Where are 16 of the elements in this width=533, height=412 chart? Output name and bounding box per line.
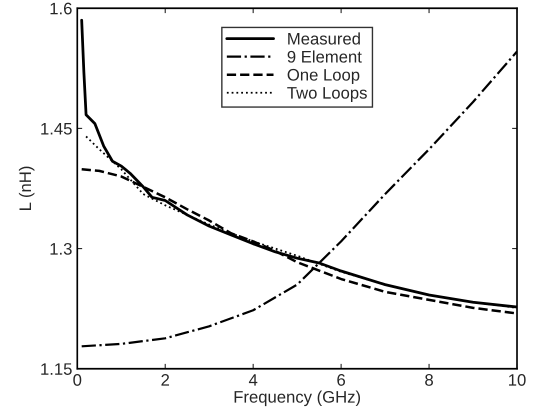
legend-label: Two Loops bbox=[287, 87, 367, 102]
y-tick-label: 1.6 bbox=[50, 2, 72, 14]
x-tick-label: 2 bbox=[161, 374, 170, 386]
legend-label: One Loop bbox=[288, 68, 360, 84]
y-tick-label: 1.3 bbox=[50, 242, 72, 255]
legend-label: 9 Element bbox=[288, 50, 362, 63]
y-tick-label: 1.15 bbox=[41, 363, 72, 375]
x-axis-title: Frequency (GHz) bbox=[234, 390, 360, 406]
legend-label: Measured bbox=[288, 32, 360, 45]
x-tick-label: 10 bbox=[509, 374, 526, 386]
y-tick-label: 1.45 bbox=[41, 122, 72, 135]
x-tick-label: 8 bbox=[425, 374, 433, 386]
x-tick-label: 0 bbox=[73, 374, 82, 386]
x-tick-label: 6 bbox=[337, 374, 346, 386]
x-tick-label: 4 bbox=[248, 374, 258, 386]
y-axis-title: L (nH) bbox=[18, 166, 34, 210]
